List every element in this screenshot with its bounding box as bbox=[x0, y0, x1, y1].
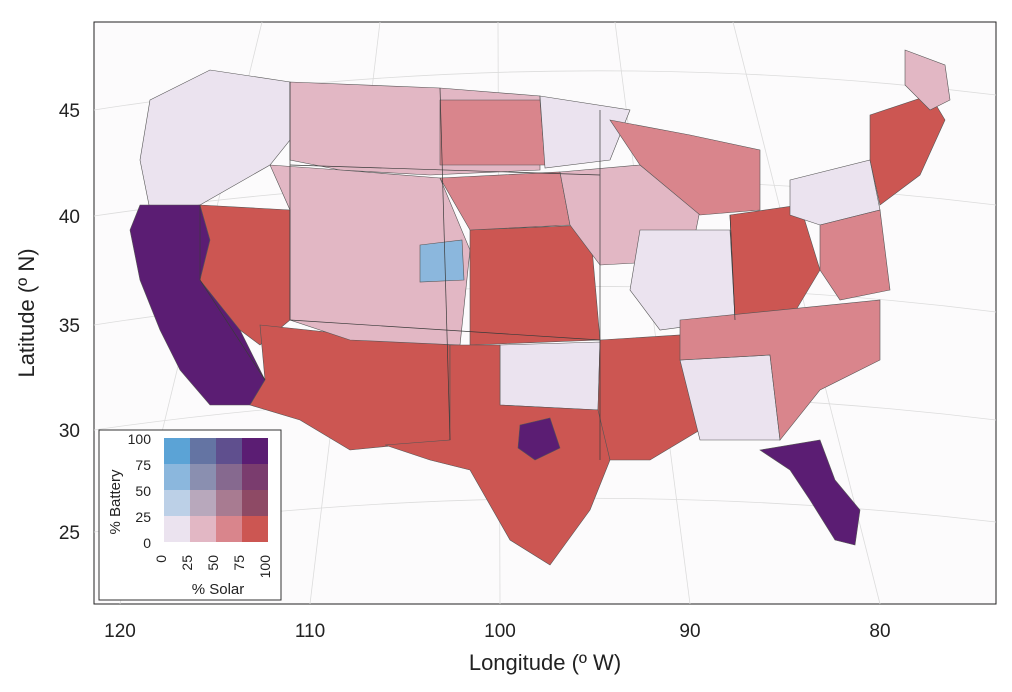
legend-cell bbox=[242, 438, 268, 464]
y-axis-title: Latitude (º N) bbox=[14, 248, 39, 377]
legend-y-tick: 75 bbox=[135, 457, 151, 473]
legend-y-tick: 25 bbox=[135, 509, 151, 525]
legend-cell bbox=[164, 464, 190, 490]
state-borders bbox=[199, 82, 736, 460]
border-central bbox=[439, 87, 451, 441]
legend-cell bbox=[242, 464, 268, 490]
border-lat-sw bbox=[289, 319, 601, 341]
legend-cell bbox=[216, 490, 242, 516]
region-colorado-battery bbox=[419, 239, 465, 283]
region-southeast bbox=[679, 299, 881, 441]
legend-cell bbox=[216, 438, 242, 464]
region-maine bbox=[904, 49, 951, 111]
y-tick-label: 40 bbox=[59, 207, 80, 228]
legend-cell bbox=[164, 438, 190, 464]
legend-cell bbox=[190, 464, 216, 490]
legend-x-tick: 50 bbox=[205, 555, 221, 571]
legend-cell bbox=[216, 516, 242, 542]
legend-cell bbox=[242, 516, 268, 542]
region-texas-central bbox=[517, 417, 561, 461]
legend-y-tick: 100 bbox=[128, 431, 152, 447]
y-axis: 45 40 35 30 25 Latitude (º N) bbox=[14, 101, 80, 544]
region-texas bbox=[384, 344, 611, 566]
x-tick-label: 90 bbox=[679, 621, 700, 642]
border-east bbox=[729, 214, 736, 321]
y-tick-label: 30 bbox=[59, 421, 80, 442]
legend: 100 75 50 25 0 % Battery 0 25 50 75 100 … bbox=[98, 429, 282, 601]
legend-cell bbox=[216, 464, 242, 490]
us-map bbox=[129, 49, 951, 566]
region-michigan-wisconsin bbox=[609, 119, 761, 216]
legend-cell bbox=[242, 490, 268, 516]
y-tick-label: 35 bbox=[59, 316, 80, 337]
legend-x-title: % Solar bbox=[192, 581, 245, 598]
region-northern-plains-red bbox=[439, 99, 546, 166]
legend-y-tick: 50 bbox=[135, 483, 151, 499]
legend-y-title: % Battery bbox=[107, 469, 124, 535]
x-axis-title: Longitude (º W) bbox=[469, 650, 621, 675]
legend-x-tick: 75 bbox=[231, 555, 247, 571]
x-tick-label: 120 bbox=[104, 621, 136, 642]
legend-grid bbox=[164, 438, 268, 542]
region-florida bbox=[759, 439, 861, 546]
region-mid-atlantic bbox=[819, 209, 891, 301]
x-tick-label: 80 bbox=[869, 621, 890, 642]
x-tick-label: 110 bbox=[295, 621, 325, 642]
x-axis: 120 110 100 90 80 Longitude (º W) bbox=[104, 621, 890, 675]
x-tick-label: 100 bbox=[484, 621, 516, 642]
border-west bbox=[199, 205, 266, 381]
legend-x-tick: 100 bbox=[257, 555, 273, 579]
legend-x-tick: 0 bbox=[153, 555, 169, 563]
y-tick-label: 45 bbox=[59, 101, 80, 122]
region-oklahoma bbox=[499, 341, 601, 411]
border-lat-n bbox=[289, 164, 601, 176]
legend-x-tick: 25 bbox=[179, 555, 195, 571]
y-tick-label: 25 bbox=[59, 523, 80, 544]
region-minnesota bbox=[539, 95, 631, 169]
legend-cell bbox=[190, 516, 216, 542]
legend-cell bbox=[190, 438, 216, 464]
legend-cell bbox=[190, 490, 216, 516]
legend-y-tick: 0 bbox=[143, 535, 151, 551]
legend-cell bbox=[164, 490, 190, 516]
legend-cell bbox=[164, 516, 190, 542]
region-central-plains bbox=[469, 224, 601, 346]
